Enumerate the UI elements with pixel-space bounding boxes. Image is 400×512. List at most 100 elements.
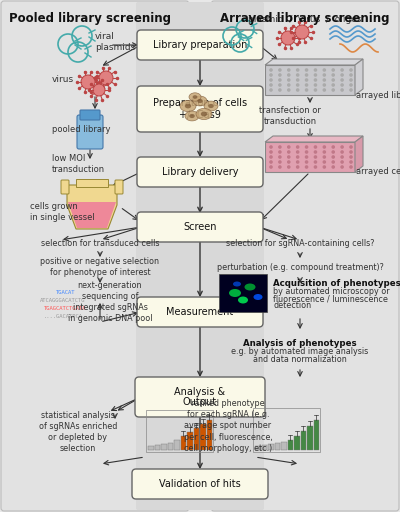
Ellipse shape	[193, 95, 198, 99]
Text: low MOI
transduction: low MOI transduction	[52, 154, 105, 174]
Ellipse shape	[254, 294, 262, 300]
Circle shape	[99, 71, 113, 85]
Text: fluorescence / luminescence: fluorescence / luminescence	[273, 294, 388, 304]
Circle shape	[322, 83, 326, 87]
Circle shape	[287, 73, 290, 77]
Ellipse shape	[208, 104, 214, 108]
FancyBboxPatch shape	[288, 440, 293, 450]
Circle shape	[340, 155, 344, 159]
Ellipse shape	[180, 100, 196, 112]
Ellipse shape	[196, 109, 212, 120]
Text: Output: Output	[183, 397, 217, 407]
Circle shape	[269, 73, 273, 77]
FancyBboxPatch shape	[136, 2, 264, 510]
Circle shape	[305, 83, 308, 87]
Circle shape	[322, 165, 326, 169]
Polygon shape	[355, 136, 363, 172]
Circle shape	[296, 145, 300, 149]
Text: and data normalization: and data normalization	[253, 354, 347, 364]
Circle shape	[349, 150, 353, 154]
Circle shape	[332, 78, 335, 82]
Circle shape	[332, 83, 335, 87]
Circle shape	[340, 165, 344, 169]
Text: Library delivery: Library delivery	[162, 167, 238, 177]
Circle shape	[340, 73, 344, 77]
Circle shape	[296, 83, 300, 87]
Text: ATCAGGGACATCTG: ATCAGGGACATCTG	[40, 297, 86, 303]
Circle shape	[269, 68, 273, 72]
Text: Analysis &: Analysis &	[174, 387, 226, 397]
Circle shape	[322, 73, 326, 77]
Circle shape	[322, 160, 326, 164]
Circle shape	[305, 165, 308, 169]
Circle shape	[278, 73, 282, 77]
Circle shape	[332, 145, 335, 149]
Circle shape	[349, 68, 353, 72]
Text: Acquisition of phenotypes: Acquisition of phenotypes	[273, 280, 400, 288]
FancyBboxPatch shape	[211, 1, 399, 511]
Circle shape	[296, 68, 300, 72]
FancyBboxPatch shape	[265, 65, 355, 95]
Text: virus: virus	[52, 75, 74, 84]
Circle shape	[332, 165, 335, 169]
Text: Validation of hits: Validation of hits	[159, 479, 241, 489]
Circle shape	[349, 155, 353, 159]
Ellipse shape	[193, 96, 207, 106]
Circle shape	[340, 78, 344, 82]
Circle shape	[287, 88, 290, 92]
Circle shape	[305, 160, 308, 164]
FancyBboxPatch shape	[314, 420, 319, 450]
Circle shape	[278, 78, 282, 82]
Ellipse shape	[189, 93, 201, 101]
Circle shape	[340, 68, 344, 72]
FancyBboxPatch shape	[161, 444, 166, 450]
Ellipse shape	[197, 99, 203, 103]
Circle shape	[314, 145, 317, 149]
Circle shape	[269, 78, 273, 82]
Circle shape	[332, 68, 335, 72]
Circle shape	[349, 78, 353, 82]
FancyBboxPatch shape	[281, 442, 286, 450]
FancyBboxPatch shape	[137, 297, 263, 327]
Circle shape	[278, 145, 282, 149]
Text: selection for transduced cells: selection for transduced cells	[41, 240, 159, 248]
Text: TGACAT: TGACAT	[56, 289, 76, 294]
Polygon shape	[355, 59, 363, 95]
Circle shape	[314, 73, 317, 77]
Polygon shape	[67, 185, 117, 229]
FancyBboxPatch shape	[294, 436, 300, 450]
FancyBboxPatch shape	[268, 444, 274, 450]
Polygon shape	[265, 59, 363, 65]
Circle shape	[278, 160, 282, 164]
Circle shape	[287, 78, 290, 82]
Circle shape	[287, 160, 290, 164]
Circle shape	[305, 155, 308, 159]
FancyBboxPatch shape	[274, 443, 280, 450]
FancyBboxPatch shape	[137, 212, 263, 242]
Circle shape	[278, 83, 282, 87]
Circle shape	[332, 73, 335, 77]
Text: transfection or
transduction: transfection or transduction	[259, 106, 321, 126]
Circle shape	[340, 88, 344, 92]
Ellipse shape	[185, 103, 191, 109]
FancyBboxPatch shape	[262, 445, 267, 450]
Circle shape	[322, 88, 326, 92]
Circle shape	[349, 73, 353, 77]
Circle shape	[287, 165, 290, 169]
Circle shape	[278, 155, 282, 159]
Circle shape	[296, 78, 300, 82]
FancyBboxPatch shape	[219, 274, 267, 312]
Circle shape	[296, 160, 300, 164]
Polygon shape	[68, 202, 116, 228]
FancyBboxPatch shape	[187, 432, 192, 450]
Text: e.g. by automated image analysis: e.g. by automated image analysis	[231, 348, 369, 356]
Circle shape	[340, 83, 344, 87]
FancyBboxPatch shape	[194, 428, 199, 450]
Text: Preparation of cells: Preparation of cells	[153, 98, 247, 108]
FancyBboxPatch shape	[307, 426, 312, 450]
Circle shape	[305, 73, 308, 77]
Text: Arrayed library screening: Arrayed library screening	[220, 12, 390, 25]
Text: plasmid  /  virus  /  oligos: plasmid / virus / oligos	[248, 15, 362, 25]
Circle shape	[296, 88, 300, 92]
Circle shape	[332, 88, 335, 92]
